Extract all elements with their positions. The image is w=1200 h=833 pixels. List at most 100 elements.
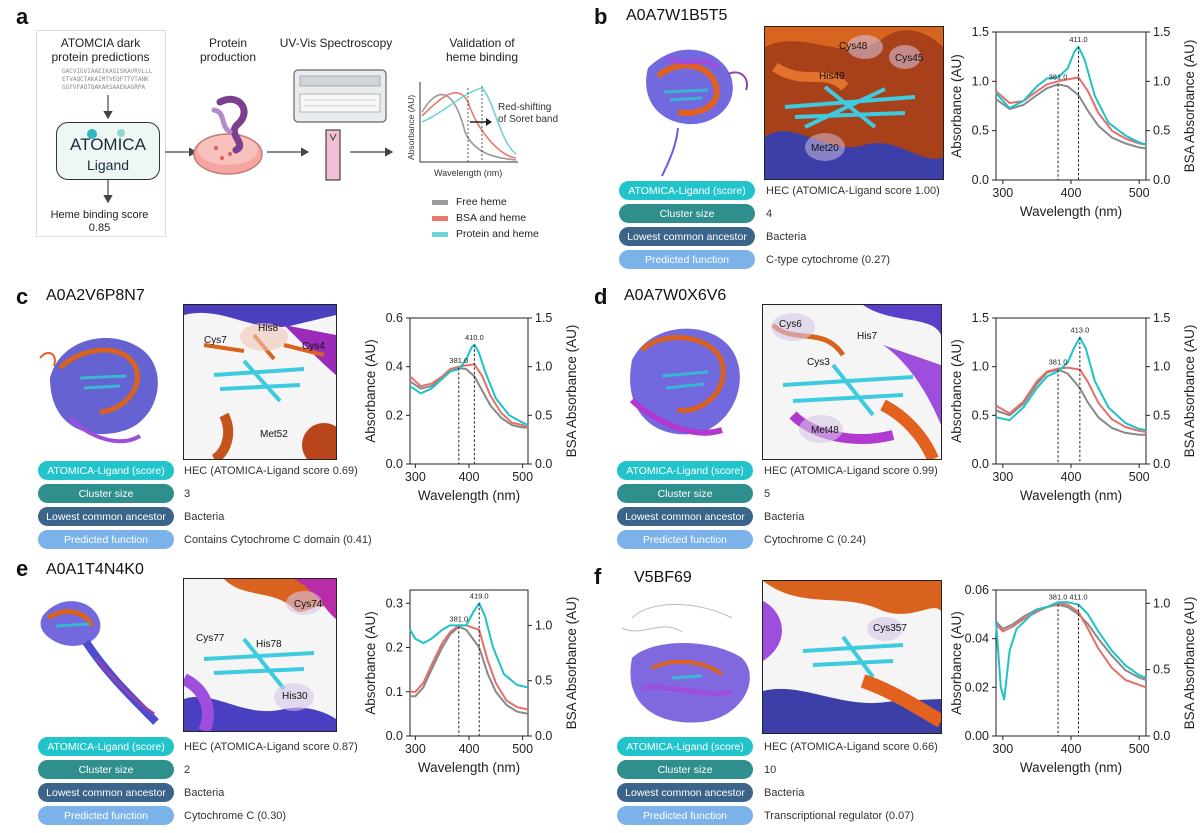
y-tick-label: 0.1 [386, 685, 403, 699]
x-tick-label: 300 [992, 742, 1013, 756]
y-tick-label: 0.06 [965, 583, 989, 597]
y-tick-label: 0.5 [972, 124, 989, 138]
series-line-free-heme [995, 603, 1147, 681]
step3-title: UV-Vis Spectroscopy [279, 36, 393, 50]
y-tick-label: 0.0 [386, 729, 403, 743]
x-axis-label: Wavelength (nm) [1020, 760, 1122, 775]
legend-swatch [432, 215, 448, 221]
x-tick-label: 400 [1061, 742, 1082, 756]
y-axis-label: Absorbance (AU) [949, 611, 964, 715]
panel-d-absorbance-chart: 300 400 5000.00.51.01.50.00.51.01.5381.041… [949, 311, 1197, 503]
residue-label: His30 [282, 691, 308, 702]
residue-label: Met52 [260, 429, 288, 440]
value-lca: Bacteria [184, 510, 225, 523]
row-label-cluster: Cluster size [617, 484, 753, 503]
y2-tick-label: 1.5 [1153, 25, 1170, 39]
y2-tick-label: 0.5 [1153, 408, 1170, 422]
row-label-cluster: Cluster size [38, 484, 174, 503]
y2-axis-label: BSA Absorbance (AU) [564, 597, 579, 730]
row-label-function: Predicted function [619, 250, 755, 269]
y-tick-label: 1.0 [972, 74, 989, 88]
y2-tick-label: 1.0 [1153, 74, 1170, 88]
series-line-bsa-and-heme [995, 602, 1147, 689]
panel-b-absorbance-chart: 300 400 5000.00.51.01.50.00.51.01.5381.041… [949, 25, 1197, 219]
residue-label: Cys45 [895, 53, 924, 64]
seq-line-2: ETVAQCTAKAIMTVEQFTTVTANK [62, 76, 149, 83]
row-label-lca: Lowest common ancestor [617, 783, 753, 802]
y-tick-label: 0.04 [965, 632, 989, 646]
y2-tick-label: 1.0 [1153, 360, 1170, 374]
x-tick-label: 500 [512, 742, 533, 756]
y2-tick-label: 0.5 [1153, 124, 1170, 138]
series-line-free-heme [995, 368, 1146, 436]
row-label-atomica: ATOMICA-Ligand (score) [38, 461, 174, 480]
value-cluster: 10 [764, 763, 777, 776]
step1-frame [36, 30, 166, 237]
row-label-atomica: ATOMICA-Ligand (score) [619, 181, 755, 200]
series-line-bsa-and-heme [409, 363, 529, 429]
y-axis-label: Absorbance (AU) [949, 54, 964, 158]
residue-label: Cys6 [779, 319, 802, 330]
row-label-lca: Lowest common ancestor [38, 507, 174, 526]
mini-plot-xlabel: Wavelength (nm) [434, 168, 502, 178]
y2-tick-label: 0.0 [535, 457, 552, 471]
panel-b-protein-id: A0A7W1B5T5 [626, 7, 728, 24]
panel-e-structure-image [40, 601, 159, 725]
series-line-bsa-and-heme [410, 624, 529, 711]
y2-tick-label: 1.5 [1153, 311, 1170, 325]
y-tick-label: 0.6 [386, 311, 403, 325]
row-label-cluster: Cluster size [617, 760, 753, 779]
value-lca: Bacteria [766, 230, 807, 243]
row-label-function: Predicted function [38, 806, 174, 825]
y2-tick-label: 1.5 [535, 311, 552, 325]
series-line-protein-and-heme [409, 343, 529, 427]
row-label-cluster: Cluster size [38, 760, 174, 779]
plot-frame [409, 589, 529, 737]
y2-tick-label: 0.5 [535, 674, 552, 688]
mini-plot-ylabel: Absorbance (AU) [406, 95, 416, 160]
y-tick-label: 0.0 [386, 457, 403, 471]
y-tick-label: 0.5 [972, 408, 989, 422]
atom-dot-icon [87, 129, 97, 139]
value-lca: Bacteria [764, 510, 805, 523]
panel-f-closeup-art [763, 581, 941, 733]
x-tick-label: 300 [405, 470, 426, 484]
y-tick-label: 0.00 [965, 729, 989, 743]
row-label-lca: Lowest common ancestor [38, 783, 174, 802]
seq-line-1: GACVIGVIAAEIKAGISKAVRVLLL [62, 68, 153, 75]
y-tick-label: 0.2 [386, 408, 403, 422]
legend-label: Free heme [456, 196, 507, 208]
panel-d-letter: d [594, 284, 608, 309]
panel-c-protein-id: A0A2V6P8N7 [46, 287, 145, 304]
value-atomica: HEC (ATOMICA-Ligand score 0.87) [184, 740, 358, 753]
peak-label: 381.0 [449, 615, 468, 624]
value-function: Cytochrome C (0.24) [764, 533, 867, 546]
value-atomica: HEC (ATOMICA-Ligand score 0.69) [184, 464, 358, 477]
x-tick-label: 400 [1061, 186, 1082, 200]
peak-label: 413.0 [1070, 325, 1089, 334]
x-tick-label: 500 [1129, 470, 1150, 484]
x-axis-label: Wavelength (nm) [418, 760, 520, 775]
series-line-protein-and-heme [995, 601, 1147, 701]
y-tick-label: 0.4 [386, 360, 403, 374]
panel-e-letter: e [16, 556, 29, 581]
spectrometer-icon [293, 69, 387, 181]
red-shift-annotation: Red-shifting of Soret band [498, 102, 559, 125]
y-axis-label: Absorbance (AU) [949, 339, 964, 443]
peak-label: 411.0 [1069, 593, 1087, 602]
y-tick-label: 0.3 [386, 596, 403, 610]
row-label-lca: Lowest common ancestor [617, 507, 753, 526]
mini-spectrum-plot: Absorbance (AU) Wavelength (nm) [406, 82, 518, 178]
atom-dot-icon [117, 129, 125, 137]
heme-score-value: 0.85 [88, 222, 111, 234]
y2-axis-label: BSA Absorbance (AU) [1182, 325, 1197, 458]
panel-f-structure-image [621, 603, 750, 723]
peak-label: 381.0 [1049, 72, 1068, 81]
panel-d-closeup-art [771, 305, 941, 459]
x-tick-label: 300 [992, 470, 1013, 484]
panel-b-letter: b [594, 4, 608, 29]
x-tick-label: 500 [1129, 186, 1150, 200]
peak-label: 410.0 [465, 333, 484, 342]
y2-axis-label: BSA Absorbance (AU) [1182, 597, 1197, 730]
row-label-function: Predicted function [617, 530, 753, 549]
